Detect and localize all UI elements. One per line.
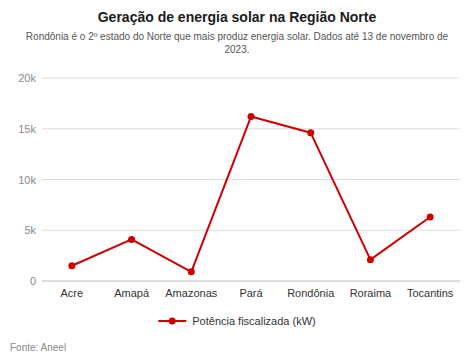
grid-line xyxy=(42,128,460,129)
grid-line xyxy=(42,78,460,79)
y-tick-label: 10k xyxy=(18,174,36,186)
x-tick-label: Tocantins xyxy=(407,287,454,299)
grid-line xyxy=(42,179,460,180)
series-line xyxy=(72,117,430,272)
point xyxy=(248,113,255,120)
plot-area xyxy=(68,113,433,275)
x-tick-label: Acre xyxy=(61,287,84,299)
point xyxy=(128,236,135,243)
legend-marker xyxy=(169,318,176,325)
chart-svg: Geração de energia solar na Região Norte… xyxy=(0,0,474,359)
y-tick-label: 5k xyxy=(24,224,36,236)
x-tick-label: Rondônia xyxy=(287,287,335,299)
point xyxy=(68,262,75,269)
y-axis: 0 5k 10k 15k 20k xyxy=(18,72,460,287)
point xyxy=(188,268,195,275)
title: Geração de energia solar na Região Norte xyxy=(98,9,377,25)
x-tick-label: Amazonas xyxy=(165,287,217,299)
y-tick-label: 20k xyxy=(18,72,36,84)
subtitle-line: 2023. xyxy=(224,44,249,55)
x-tick-label: Pará xyxy=(239,287,263,299)
x-tick-label: Amapá xyxy=(114,287,150,299)
y-tick-label: 15k xyxy=(18,123,36,135)
point xyxy=(307,129,314,136)
x-tick-label: Roraima xyxy=(350,287,392,299)
subtitle: Rondônia é o 2º estado do Norte que mais… xyxy=(26,31,449,55)
x-axis-line xyxy=(42,281,460,282)
legend-label: Potência fiscalizada (kW) xyxy=(192,315,316,327)
grid-line xyxy=(42,281,460,282)
legend: Potência fiscalizada (kW) xyxy=(158,315,316,327)
point xyxy=(427,214,434,221)
y-tick-label: 0 xyxy=(30,275,36,287)
source: Fonte: Aneel xyxy=(10,342,66,353)
x-axis: Acre Amapá Amazonas Pará Rondônia Roraima Toca… xyxy=(61,287,454,299)
chart-container: Geração de energia solar na Região Norte… xyxy=(0,0,474,359)
grid-line xyxy=(42,230,460,231)
point xyxy=(367,256,374,263)
subtitle-line: Rondônia é o 2º estado do Norte que mais… xyxy=(26,31,449,42)
